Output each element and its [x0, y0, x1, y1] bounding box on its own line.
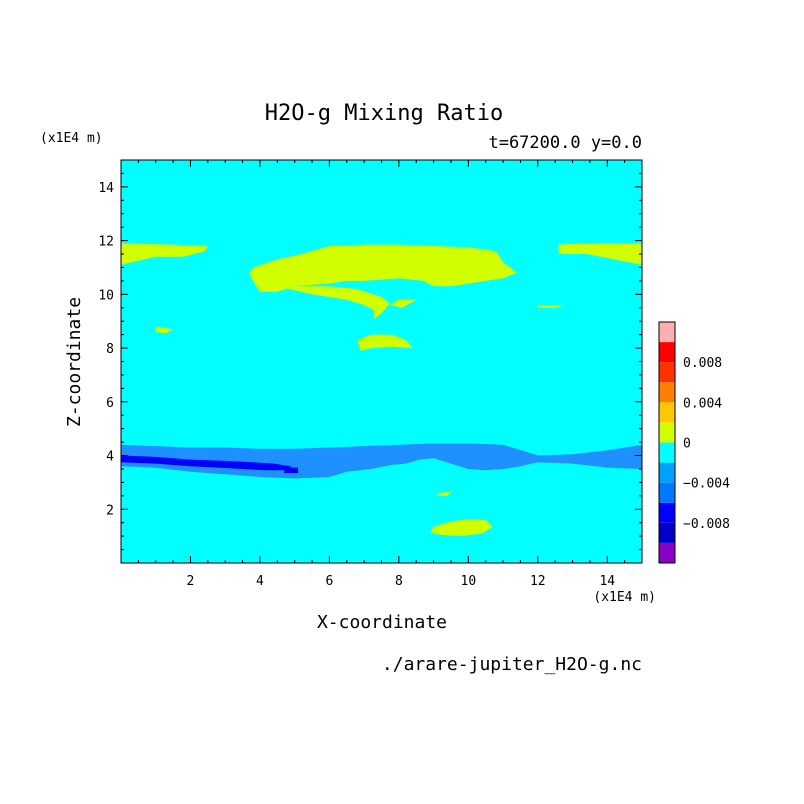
y-axis-unit: (x1E4 m) [40, 131, 103, 146]
colorbar-swatch [659, 522, 675, 543]
colorbar-swatch [659, 402, 675, 423]
colorbar-swatch [659, 542, 675, 563]
colorbar-swatch [659, 422, 675, 443]
colorbar-tick-label: 0.004 [683, 396, 722, 411]
x-axis-unit: (x1E4 m) [593, 590, 656, 605]
colorbar-swatch [659, 322, 675, 343]
colorbar-tick-label: 0.008 [683, 356, 722, 371]
colorbar-swatch [659, 362, 675, 383]
x-tick-label: 14 [599, 574, 615, 589]
y-tick-label: 6 [106, 396, 114, 411]
x-axis-ticks: 2 4 6 8 10 12 14 [137, 160, 626, 589]
y-tick-label: 4 [106, 450, 114, 465]
x-tick-label: 10 [461, 574, 477, 589]
y-tick-label: 12 [98, 235, 114, 250]
contour-region-dark-blue [121, 455, 292, 471]
colorbar-swatch [659, 462, 675, 483]
y-tick-label: 10 [98, 288, 114, 303]
x-tick-label: 8 [395, 574, 403, 589]
contour-region-yellow-bottom [430, 518, 493, 537]
colorbar-swatch [659, 482, 675, 503]
contour-region-yellow-small-ne [537, 305, 566, 308]
contour-region-yellow-center [249, 244, 517, 292]
y-tick-label: 14 [98, 181, 114, 196]
y-axis-label: Z-coordinate [64, 297, 85, 427]
colorbar-swatch [659, 342, 675, 363]
contour-region-mid-blue [121, 443, 642, 479]
x-tick-label: 12 [530, 574, 546, 589]
colorbar: 0.008 0.004 0 −0.004 −0.008 [658, 321, 730, 564]
x-axis-label: X-coordinate [317, 612, 447, 633]
chart-subtitle: t=67200.0 y=0.0 [488, 133, 642, 153]
colorbar-tick-label: −0.004 [683, 477, 730, 492]
plot-area [120, 159, 643, 564]
colorbar-swatch [659, 382, 675, 403]
chart-title: H2O-g Mixing Ratio [265, 101, 503, 126]
contour-region-yellow-upper-left [121, 243, 208, 265]
x-tick-label: 6 [325, 574, 333, 589]
contour-region-yellow-bottom-tiny [437, 491, 451, 496]
background-level-fill [121, 160, 642, 563]
y-tick-label: 2 [106, 503, 114, 518]
y-tick-label: 8 [106, 342, 114, 357]
contour-region-yellow-center-tail [277, 286, 417, 320]
contour-region-yellow-upper-right [558, 243, 642, 265]
contour-region-yellow-small-left [155, 326, 174, 334]
contour-region-dark-blue-spot [284, 467, 299, 473]
colorbar-swatch [659, 442, 675, 463]
x-tick-label: 2 [187, 574, 195, 589]
colorbar-tick-label: 0 [683, 437, 691, 452]
x-tick-label: 4 [256, 574, 264, 589]
y-axis-ticks: 2 4 6 8 10 12 14 [98, 172, 642, 551]
footer-filename: ./arare-jupiter_H2O-g.nc [382, 654, 642, 675]
colorbar-swatch [659, 502, 675, 523]
contour-region-yellow-mid [357, 334, 413, 351]
colorbar-tick-label: −0.008 [683, 517, 730, 532]
colorbar-frame [658, 321, 676, 564]
